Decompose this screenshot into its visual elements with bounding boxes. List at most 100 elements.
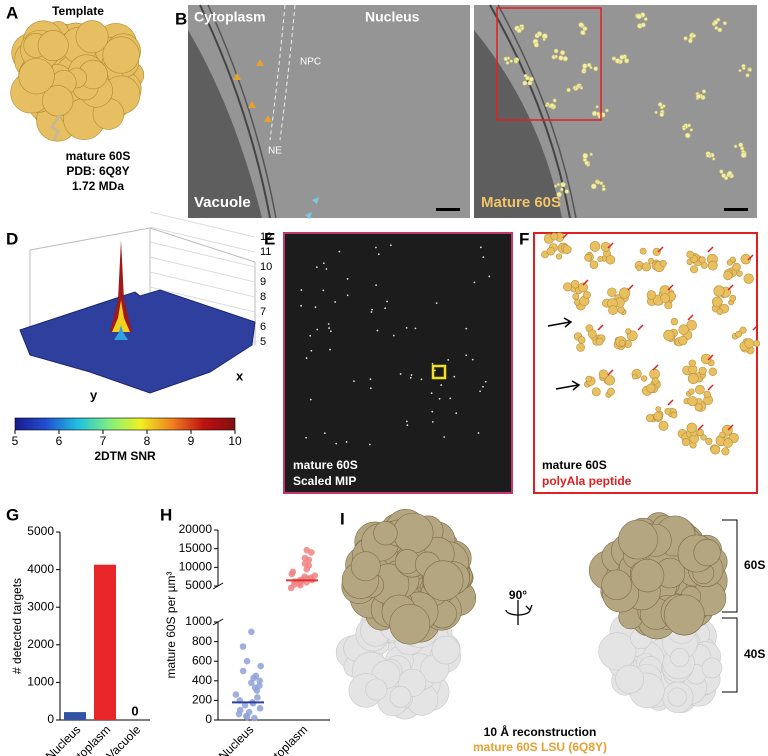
- density: [553, 48, 559, 54]
- point: [251, 714, 258, 722]
- density: [550, 232, 559, 241]
- density: [646, 383, 656, 393]
- peak: [455, 412, 458, 415]
- y-tick-label: 4000: [27, 562, 54, 576]
- reconstruction: [335, 508, 728, 720]
- density: [102, 36, 140, 74]
- peak: [389, 244, 392, 247]
- point: [248, 679, 255, 687]
- x-tick-label: Vacuole: [103, 722, 143, 756]
- region-label: NE: [268, 146, 282, 157]
- density: [738, 69, 742, 73]
- surface: [19, 289, 256, 394]
- density: [552, 98, 557, 103]
- point: [256, 677, 264, 685]
- density: [589, 152, 593, 157]
- caption: mature 60S: [293, 458, 358, 472]
- y-tick-label: 200: [192, 693, 212, 707]
- density: [711, 296, 723, 308]
- caption: mature 60S: [66, 149, 131, 163]
- density: [670, 647, 690, 667]
- density: [713, 19, 719, 25]
- density: [365, 678, 388, 701]
- density: [686, 250, 694, 259]
- grid-line: [149, 286, 256, 313]
- peak: [384, 307, 387, 310]
- peak: [346, 278, 349, 280]
- density: [350, 551, 381, 582]
- peak: [353, 380, 355, 383]
- mip-peaks: [300, 244, 491, 446]
- grid-line: [149, 256, 256, 283]
- y-tick-label: 2000: [27, 637, 54, 651]
- region-label: NPC: [300, 57, 321, 68]
- membrane: [207, 4, 277, 219]
- density: [562, 55, 568, 62]
- density: [740, 253, 751, 265]
- density: [572, 293, 580, 301]
- density: [562, 245, 572, 255]
- density: [614, 58, 621, 64]
- peak: [323, 432, 326, 435]
- grid-line: [149, 226, 256, 253]
- density: [700, 434, 707, 441]
- peak: [409, 376, 412, 379]
- density: [753, 340, 761, 347]
- density: [745, 73, 750, 78]
- peak: [322, 289, 325, 292]
- point: [254, 694, 261, 701]
- peptide: [667, 399, 674, 406]
- z-tick-label: 12: [260, 231, 272, 243]
- density: [639, 247, 647, 255]
- density: [542, 37, 546, 42]
- peak: [414, 327, 417, 330]
- axis-break: [212, 582, 224, 626]
- density: [509, 59, 513, 63]
- density: [596, 111, 601, 116]
- density: [682, 126, 686, 131]
- peak: [369, 443, 371, 446]
- panel-label: E: [264, 229, 275, 248]
- density: [732, 262, 741, 272]
- x-label: x: [236, 368, 244, 383]
- bar-chart: G 0 1000 2000 3000 4000 5000 # detected targets…: [6, 505, 150, 756]
- caption: polyAla peptide: [542, 474, 632, 488]
- peak: [310, 349, 313, 352]
- density: [591, 387, 601, 397]
- density: [700, 353, 712, 365]
- density: [570, 280, 580, 289]
- peak: [327, 323, 330, 325]
- density: [520, 26, 525, 31]
- peptide: [652, 364, 659, 371]
- density: [655, 406, 662, 413]
- density: [687, 38, 693, 44]
- point: [248, 628, 255, 636]
- grid-line: [149, 271, 256, 298]
- density: [37, 30, 69, 62]
- point: [245, 708, 253, 716]
- density: [533, 42, 539, 48]
- density: [707, 260, 718, 271]
- point: [239, 667, 247, 675]
- density: [660, 293, 671, 304]
- z-tick-label: 7: [260, 306, 266, 318]
- density: [744, 338, 755, 349]
- density: [392, 512, 434, 554]
- density: [670, 411, 678, 419]
- peptide: [667, 284, 674, 291]
- point: [241, 702, 249, 709]
- peptide: [727, 424, 734, 431]
- peak: [345, 441, 348, 443]
- density: [536, 31, 543, 37]
- peak: [369, 378, 372, 381]
- point: [236, 706, 244, 714]
- peptide: [697, 424, 704, 431]
- density: [735, 330, 742, 338]
- density: [713, 285, 725, 297]
- point: [289, 568, 297, 576]
- density: [651, 377, 659, 385]
- peptide: [627, 284, 634, 291]
- subunit-label: 60S: [744, 558, 765, 572]
- y-tick-label: 1000: [27, 675, 54, 689]
